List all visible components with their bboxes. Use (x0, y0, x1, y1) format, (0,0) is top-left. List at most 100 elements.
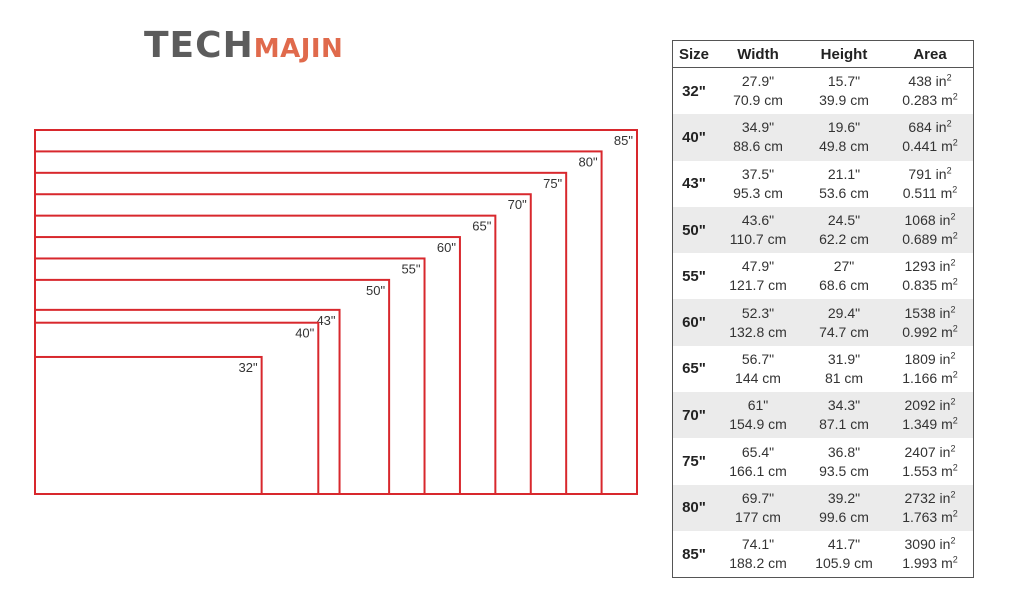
screen-label-40: 40" (295, 326, 314, 341)
row-area: 2732 in2 1.763 m2 (887, 489, 973, 527)
table-row: 80" 69.7" 177 cm 39.2" 99.6 cm 2732 in2 1.763 … (673, 484, 973, 531)
area-m: 1.763 m2 (902, 508, 958, 525)
height-cm: 74.7 cm (819, 323, 869, 340)
height-cm: 81 cm (824, 369, 864, 386)
screen-label-65: 65" (472, 219, 491, 234)
table-row: 40" 34.9" 88.6 cm 19.6" 49.8 cm 684 in2 0.441 … (673, 114, 973, 161)
width-cm: 121.7 cm (729, 277, 787, 294)
row-height: 21.1" 53.6 cm (801, 165, 887, 203)
height-cm: 105.9 cm (815, 555, 873, 572)
height-cm: 87.1 cm (819, 416, 869, 433)
area-m: 1.993 m2 (902, 554, 958, 572)
row-area: 1809 in2 1.166 m2 (887, 350, 973, 388)
row-height: 36.8" 93.5 cm (801, 443, 887, 481)
row-size: 32" (682, 82, 706, 100)
tv-dimensions-table: Size Width Height Area 32" 27.9" 70.9 cm 15… (672, 40, 974, 579)
height-inches: 29.4" (827, 304, 861, 321)
height-cm: 49.8 cm (819, 138, 869, 155)
screen-outline-40 (34, 321, 320, 495)
row-width: 56.7" 144 cm (715, 350, 801, 388)
table-row: 43" 37.5" 95.3 cm 21.1" 53.6 cm 791 in2 0.511 … (673, 161, 973, 207)
screen-outline-50 (34, 278, 391, 495)
header-size: Size (678, 45, 709, 63)
width-cm: 177 cm (735, 508, 781, 525)
height-cm: 62.2 cm (819, 231, 869, 248)
height-inches: 24.5" (827, 212, 861, 229)
table-row: 65" 56.7" 144 cm 31.9" 81 cm 1809 in2 1.166 m2 (673, 346, 973, 392)
row-height: 29.4" 74.7 cm (801, 304, 887, 342)
screen-label-70: 70" (508, 197, 527, 212)
brand-logo-tech: TECH (144, 25, 254, 66)
height-cm: 93.5 cm (819, 462, 869, 479)
header-width: Width (737, 45, 779, 63)
table-header: Size Width Height Area (673, 41, 973, 68)
height-cm: 39.9 cm (819, 92, 869, 109)
row-width: 27.9" 70.9 cm (715, 72, 801, 110)
screen-label-85: 85" (614, 133, 633, 148)
brand-logo: TECHMAJIN (144, 28, 343, 64)
area-inches: 791 in2 (908, 165, 952, 182)
width-inches: 43.6" (741, 212, 775, 229)
table-body: 32" 27.9" 70.9 cm 15.7" 39.9 cm 438 in2 0.283 … (673, 68, 973, 577)
screen-outline-70 (34, 193, 532, 495)
area-inches: 1538 in2 (904, 303, 956, 321)
height-cm: 68.6 cm (819, 277, 869, 294)
tv-size-diagram: 85" 80" 75" 70" 65" 60" 55" 50" 43"40" 32" (34, 129, 638, 496)
area-inches: 2732 in2 (904, 489, 956, 506)
screen-label-50: 50" (366, 283, 385, 298)
row-width: 37.5" 95.3 cm (715, 165, 801, 203)
row-size: 60" (682, 314, 706, 332)
row-size: 43" (682, 175, 706, 193)
height-inches: 31.9" (827, 350, 861, 367)
width-cm: 166.1 cm (729, 462, 787, 479)
screen-outline-32 (34, 355, 263, 495)
area-m: 0.992 m2 (902, 322, 958, 340)
width-cm: 70.9 cm (733, 92, 783, 109)
width-cm: 154.9 cm (729, 416, 787, 433)
row-size: 50" (682, 221, 706, 239)
header-area: Area (913, 45, 947, 63)
row-width: 74.1" 188.2 cm (715, 535, 801, 573)
table-row: 32" 27.9" 70.9 cm 15.7" 39.9 cm 438 in2 0.283 … (673, 68, 973, 114)
row-size: 40" (682, 128, 706, 146)
area-inches: 1293 in2 (904, 257, 956, 275)
row-size: 85" (682, 545, 706, 563)
row-height: 41.7" 105.9 cm (801, 535, 887, 573)
table-row: 50" 43.6" 110.7 cm 24.5" 62.2 cm 1068 in2 0.68… (673, 206, 973, 254)
area-inches: 438 in2 (908, 72, 952, 90)
row-height: 39.2" 99.6 cm (801, 489, 887, 527)
height-inches: 39.2" (827, 489, 861, 506)
row-size: 70" (682, 406, 706, 424)
table-row: 55" 47.9" 121.7 cm 27" 68.6 cm 1293 in2 0.835 … (673, 253, 973, 299)
screen-label-43: 43" (316, 313, 335, 328)
height-inches: 36.8" (827, 443, 861, 460)
height-inches: 34.3" (827, 397, 861, 414)
width-cm: 188.2 cm (729, 555, 787, 572)
width-inches: 34.9" (741, 119, 775, 136)
height-cm: 53.6 cm (819, 184, 869, 201)
table-row: 70" 61" 154.9 cm 34.3" 87.1 cm 2092 in2 1.349 … (673, 392, 973, 439)
width-cm: 132.8 cm (729, 323, 787, 340)
width-inches: 74.1" (741, 536, 775, 553)
row-area: 1293 in2 0.835 m2 (887, 257, 973, 295)
area-inches: 2092 in2 (904, 396, 956, 414)
row-height: 27" 68.6 cm (801, 257, 887, 295)
area-m: 1.166 m2 (902, 369, 958, 386)
width-cm: 88.6 cm (733, 138, 783, 155)
row-area: 791 in2 0.511 m2 (887, 165, 973, 203)
row-width: 43.6" 110.7 cm (715, 211, 801, 249)
area-inches: 1068 in2 (904, 211, 956, 229)
row-height: 31.9" 81 cm (801, 350, 887, 388)
width-inches: 52.3" (741, 304, 775, 321)
row-width: 52.3" 132.8 cm (715, 304, 801, 342)
screen-label-80: 80" (579, 154, 598, 169)
width-inches: 56.7" (741, 350, 775, 367)
row-width: 34.9" 88.6 cm (715, 118, 801, 156)
height-inches: 27" (833, 258, 855, 275)
row-height: 15.7" 39.9 cm (801, 72, 887, 110)
area-m: 1.349 m2 (902, 415, 958, 433)
width-inches: 47.9" (741, 258, 775, 275)
width-inches: 61" (747, 397, 769, 414)
table-row: 60" 52.3" 132.8 cm 29.4" 74.7 cm 1538 in2 0.99… (673, 299, 973, 346)
screen-label-55: 55" (401, 261, 420, 276)
